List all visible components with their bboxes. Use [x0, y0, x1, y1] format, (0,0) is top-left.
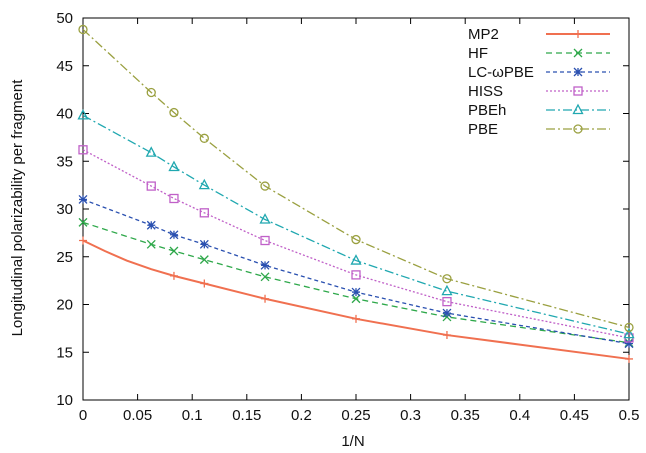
- series-4: [77, 109, 635, 339]
- data-point: [442, 308, 452, 318]
- series-5: [78, 24, 634, 333]
- data-point: [624, 322, 634, 333]
- y-tick-label: 35: [56, 153, 73, 170]
- x-tick-label: 0: [79, 407, 87, 424]
- x-tick-label: 0.25: [341, 407, 370, 424]
- y-tick-label: 30: [56, 201, 73, 218]
- series-line: [82, 114, 630, 335]
- data-point: [351, 294, 361, 304]
- series-line: [82, 221, 630, 344]
- x-tick-label: 0.3: [400, 407, 421, 424]
- data-point: [351, 287, 361, 297]
- data-point: [572, 103, 584, 115]
- x-tick-label: 0.1: [182, 407, 203, 424]
- data-point: [169, 246, 179, 256]
- axis-ticks: [82, 17, 630, 401]
- data-point: [146, 181, 156, 191]
- x-axis-label: 1/N: [341, 433, 364, 450]
- data-point: [145, 146, 157, 157]
- legend-label: PBE: [468, 121, 498, 138]
- series-3: [78, 145, 634, 343]
- y-tick-label: 50: [56, 10, 73, 27]
- data-point: [260, 260, 270, 270]
- x-tick-label: 0.2: [291, 407, 312, 424]
- data-point: [352, 314, 360, 323]
- x-tick-label: 0.5: [619, 407, 640, 424]
- data-point: [169, 271, 178, 280]
- y-tick-label: 15: [56, 344, 73, 361]
- data-point: [442, 274, 452, 284]
- data-point: [260, 181, 270, 191]
- data-point: [169, 107, 179, 118]
- data-point: [146, 239, 156, 249]
- data-point: [78, 194, 88, 204]
- data-point: [573, 86, 583, 96]
- series-line: [82, 198, 630, 345]
- y-tick-label: 10: [56, 392, 73, 409]
- y-tick-labels: 10 15 20 25 30 35 40 45 50: [56, 10, 73, 409]
- data-point: [78, 24, 88, 35]
- data-point: [199, 239, 209, 249]
- legend-label: MP2: [468, 26, 499, 43]
- plot-frame: [82, 17, 630, 401]
- data-point: [625, 354, 633, 363]
- legend-label: LC-ωPBE: [468, 64, 534, 81]
- data-point: [199, 255, 209, 265]
- y-tick-label: 20: [56, 297, 73, 314]
- data-point: [350, 254, 362, 265]
- data-point: [259, 213, 271, 224]
- legend-label: HISS: [468, 83, 503, 100]
- series-line: [82, 239, 630, 360]
- x-tick-label: 0.35: [451, 407, 480, 424]
- data-point: [146, 87, 156, 98]
- data-point: [260, 272, 270, 282]
- data-point: [573, 124, 583, 134]
- series-line: [82, 28, 630, 329]
- data-point: [169, 193, 179, 204]
- data-point: [199, 133, 209, 143]
- x-tick-labels: 0 0.05 0.1 0.15 0.2 0.25 0.3 0.35 0.4 0.45 0.5: [79, 407, 640, 424]
- data-point: [574, 30, 582, 38]
- data-point: [441, 284, 453, 296]
- data-point: [442, 296, 452, 307]
- data-point: [351, 270, 361, 280]
- data-point: [199, 208, 209, 218]
- x-tick-label: 0.45: [560, 407, 589, 424]
- x-tick-label: 0.4: [509, 407, 530, 424]
- data-point: [623, 327, 635, 339]
- series-0: [79, 236, 633, 363]
- legend-label: HF: [468, 45, 488, 62]
- data-point: [573, 48, 583, 58]
- data-point: [198, 178, 210, 190]
- data-point: [169, 230, 179, 240]
- data-point: [260, 235, 270, 246]
- y-axis-label: Longitudinal polarizability per fragment: [9, 79, 26, 337]
- y-tick-label: 45: [56, 58, 73, 75]
- legend: MP2 HF LC-ωPBE HISS PBEh PBE: [468, 26, 610, 138]
- data-point: [261, 294, 270, 303]
- data-point: [442, 331, 451, 340]
- data-point: [146, 220, 156, 230]
- data-series: [77, 24, 635, 363]
- data-point: [78, 217, 88, 227]
- plot-area-border: [82, 17, 630, 401]
- data-point: [351, 234, 361, 245]
- data-point: [78, 145, 88, 155]
- series-1: [78, 217, 634, 348]
- y-tick-label: 40: [56, 106, 73, 123]
- data-point: [77, 109, 89, 120]
- legend-label: PBEh: [468, 102, 506, 119]
- data-point: [200, 279, 209, 288]
- data-point: [624, 339, 634, 349]
- series-2: [78, 194, 634, 349]
- data-point: [79, 236, 87, 245]
- x-tick-label: 0.15: [232, 407, 261, 424]
- data-point: [573, 67, 583, 77]
- data-point: [168, 160, 180, 172]
- y-tick-label: 25: [56, 249, 73, 266]
- x-tick-label: 0.05: [123, 407, 152, 424]
